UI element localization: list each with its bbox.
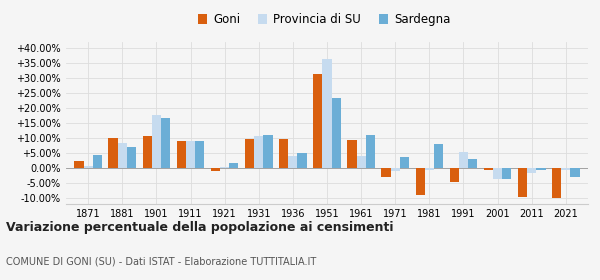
Bar (229, 163, 238, 168)
Bar (220, 167, 229, 168)
Bar (83, 166, 93, 168)
Bar (459, 152, 468, 168)
Bar (536, 168, 545, 170)
Bar (288, 156, 298, 168)
Bar (434, 144, 443, 168)
Legend: Goni, Provincia di SU, Sardegna: Goni, Provincia di SU, Sardegna (193, 9, 455, 31)
Bar (279, 139, 288, 168)
Bar (382, 168, 391, 177)
Bar (484, 168, 493, 170)
Bar (449, 168, 459, 182)
Bar (298, 153, 307, 168)
Bar (161, 118, 170, 168)
Bar (195, 141, 205, 168)
Bar (468, 159, 477, 168)
Bar (527, 168, 536, 173)
Bar (127, 147, 136, 168)
Bar (391, 168, 400, 171)
Bar (416, 168, 425, 195)
Bar (74, 161, 83, 168)
Bar (518, 168, 527, 197)
Bar (109, 138, 118, 168)
Bar (177, 141, 186, 168)
Bar (356, 156, 366, 168)
Bar (313, 74, 322, 168)
Bar (400, 157, 409, 168)
Bar (502, 168, 511, 179)
Bar (552, 168, 561, 199)
Bar (332, 98, 341, 168)
Bar (425, 168, 434, 170)
Bar (366, 135, 375, 168)
Bar (561, 168, 571, 170)
Bar (118, 143, 127, 168)
Bar (493, 168, 502, 179)
Bar (322, 59, 332, 168)
Text: COMUNE DI GONI (SU) - Dati ISTAT - Elaborazione TUTTITALIA.IT: COMUNE DI GONI (SU) - Dati ISTAT - Elabo… (6, 256, 316, 267)
Bar (263, 135, 272, 168)
Bar (186, 141, 195, 168)
Bar (245, 139, 254, 168)
Bar (93, 155, 102, 168)
Bar (571, 168, 580, 177)
Bar (152, 115, 161, 168)
Bar (211, 168, 220, 171)
Text: Variazione percentuale della popolazione ai censimenti: Variazione percentuale della popolazione… (6, 221, 394, 234)
Bar (254, 136, 263, 168)
Bar (347, 140, 356, 168)
Bar (143, 136, 152, 168)
